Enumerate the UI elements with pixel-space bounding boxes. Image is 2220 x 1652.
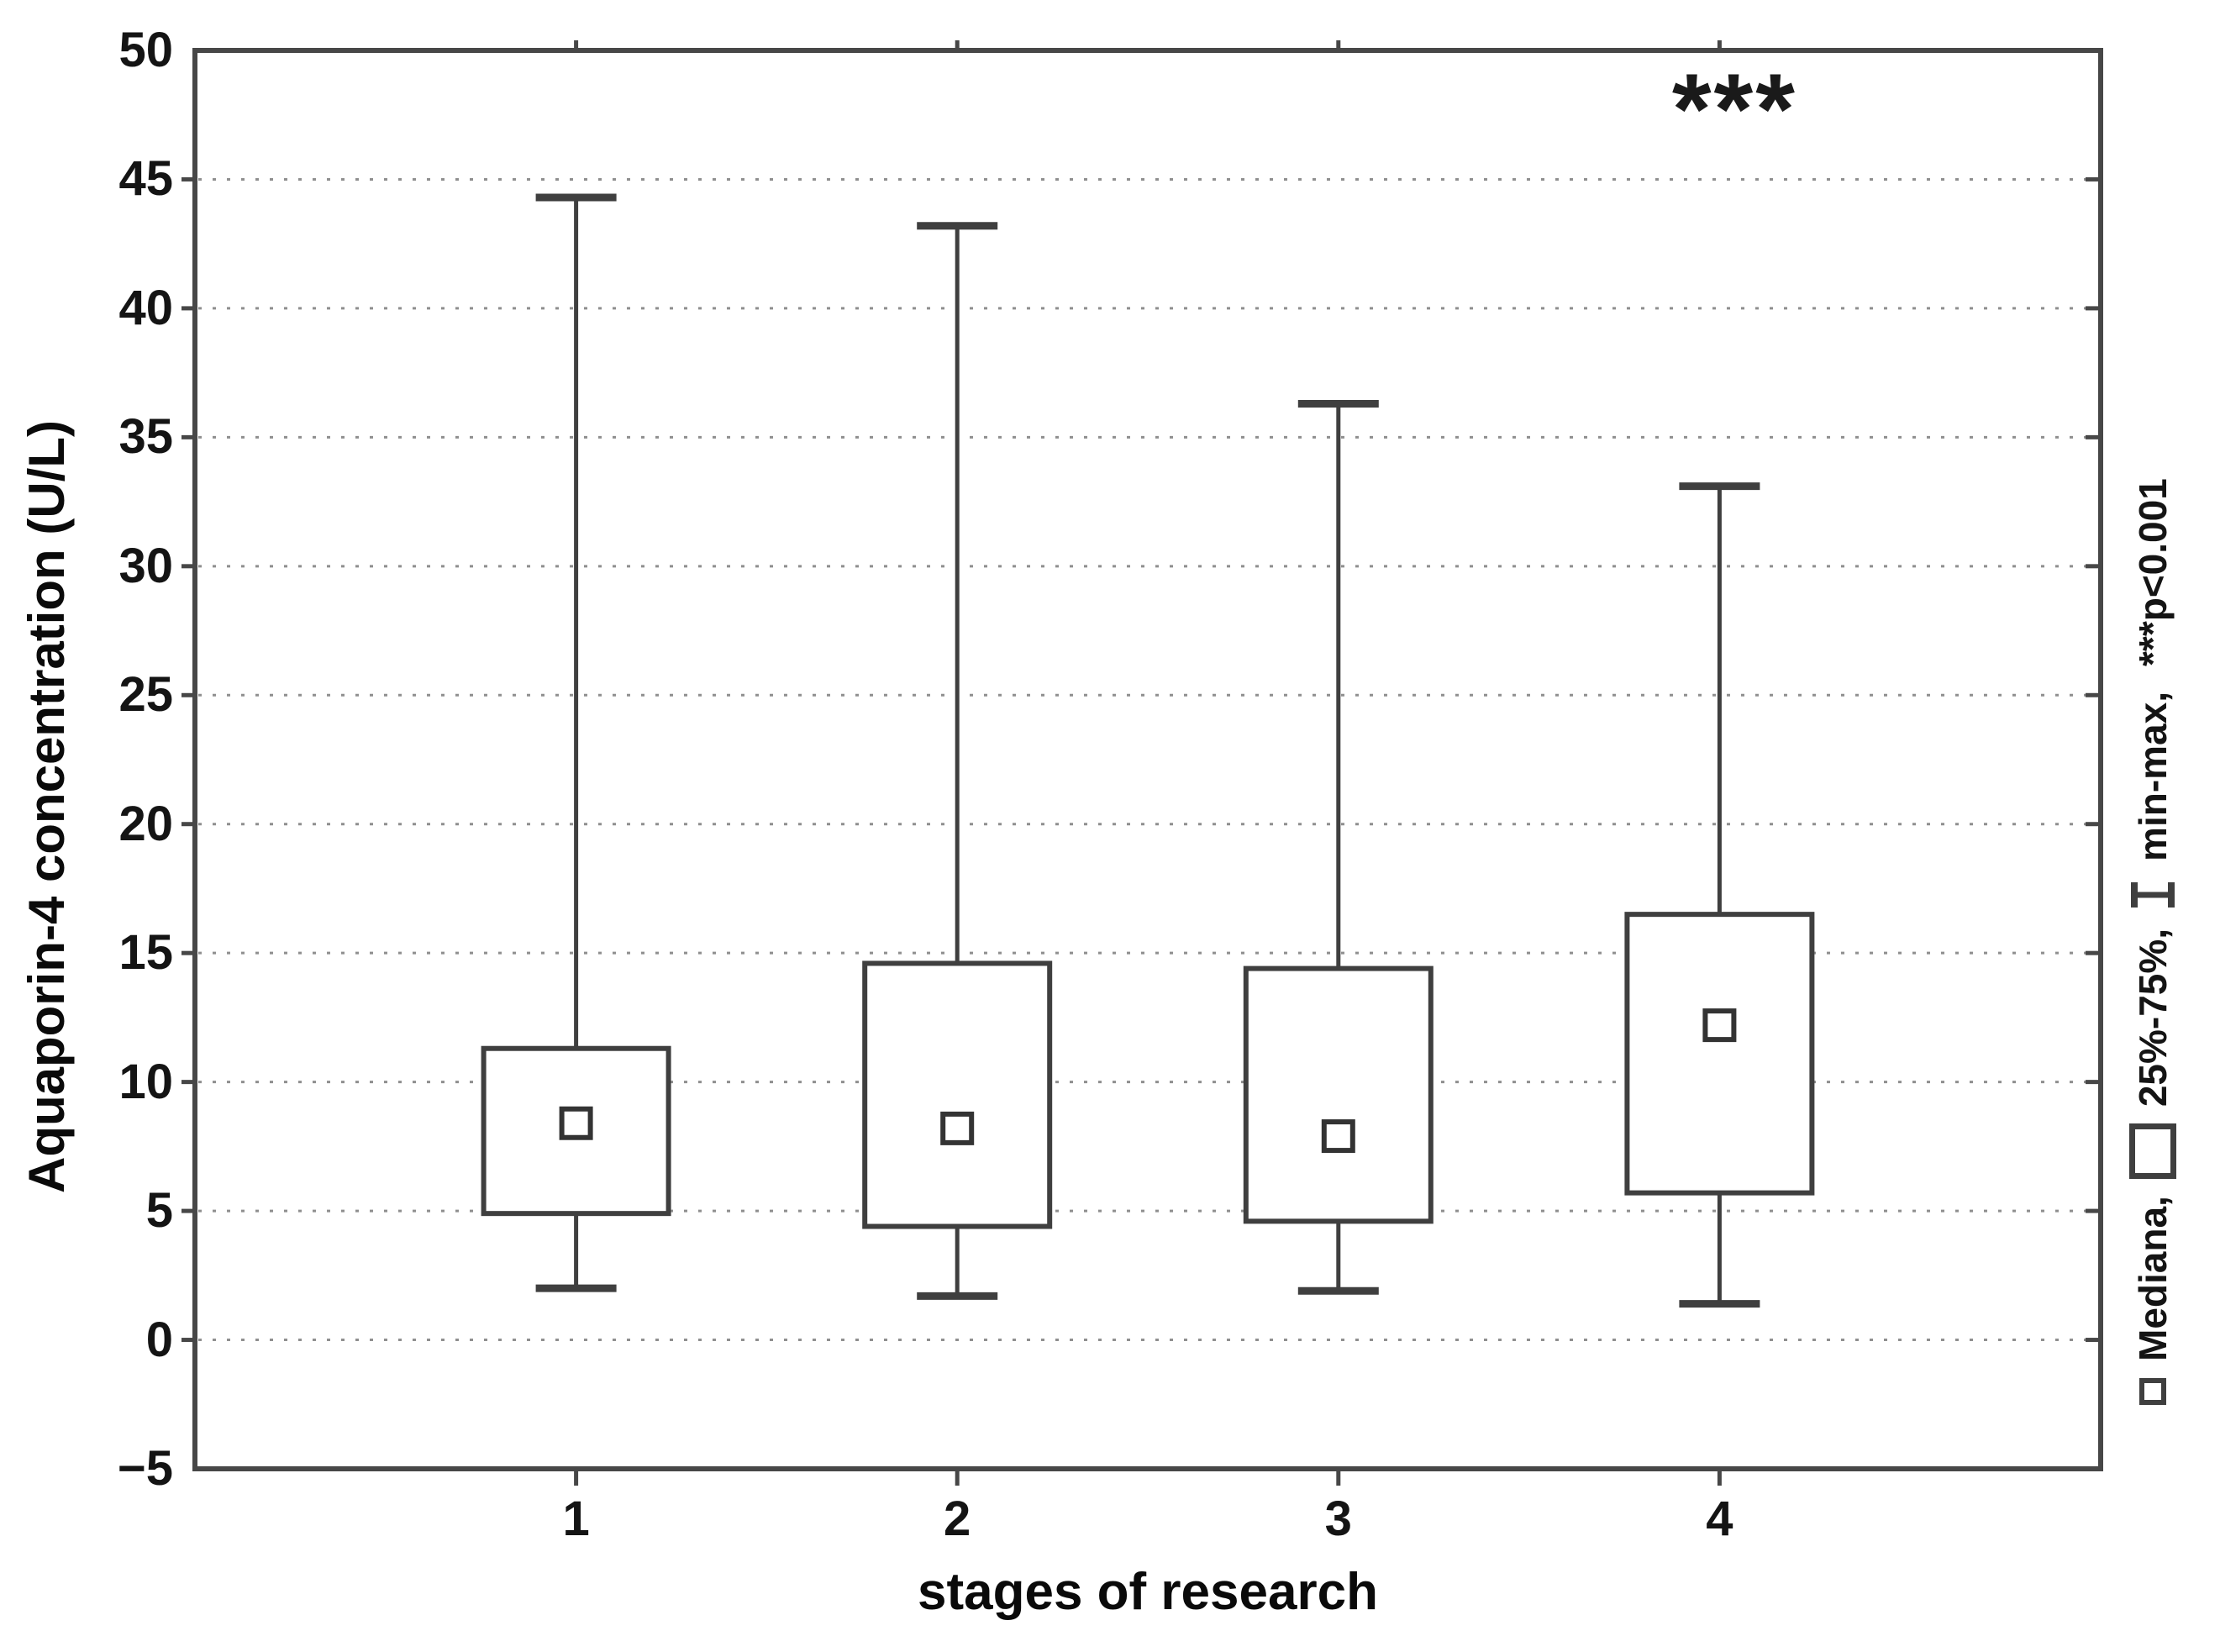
x-tick-label: 3 bbox=[1324, 1492, 1352, 1546]
iqr-box-icon bbox=[2129, 1123, 2176, 1180]
legend: Mediana, 25%-75%, min-max, ***p<0.001 bbox=[2129, 478, 2176, 1405]
iqr-box bbox=[1243, 965, 1434, 1224]
plot-border bbox=[192, 48, 2103, 1471]
y-tick-label: 50 bbox=[118, 23, 173, 77]
y-tick-label: 15 bbox=[118, 925, 173, 981]
y-tick-label: 0 bbox=[145, 1312, 173, 1367]
y-tick-label: 45 bbox=[118, 151, 173, 207]
legend-label-pvalue: ***p<0.001 bbox=[2131, 478, 2175, 666]
median-marker bbox=[1321, 1119, 1355, 1154]
x-tick-label: 1 bbox=[562, 1492, 590, 1546]
y-tick-label: 10 bbox=[118, 1054, 173, 1109]
legend-label-mediana: Mediana, bbox=[2131, 1196, 2175, 1361]
y-tick-label: 5 bbox=[145, 1183, 173, 1239]
x-tick-label: 2 bbox=[944, 1492, 971, 1546]
y-tick-label: 20 bbox=[118, 796, 173, 851]
minmax-whisker-icon bbox=[2131, 881, 2175, 908]
median-square-icon bbox=[2139, 1378, 2166, 1405]
iqr-box bbox=[1624, 912, 1815, 1196]
legend-label-iqr: 25%-75%, bbox=[2131, 928, 2175, 1107]
y-axis-title: Aquaporin-4 concentration (U/L) bbox=[18, 420, 75, 1193]
y-tick-label: 25 bbox=[118, 667, 173, 723]
median-marker bbox=[559, 1106, 593, 1140]
median-marker bbox=[1702, 1008, 1737, 1043]
x-tick-label: 4 bbox=[1706, 1492, 1733, 1546]
x-axis-title: stages of research bbox=[918, 1563, 1378, 1621]
significance-annotation: *** bbox=[1671, 53, 1797, 166]
y-tick-label: 40 bbox=[118, 280, 173, 335]
legend-label-minmax: min-max, bbox=[2131, 691, 2175, 861]
iqr-box bbox=[862, 960, 1053, 1229]
y-tick-label: 30 bbox=[118, 538, 173, 593]
median-marker bbox=[940, 1111, 975, 1145]
y-tick-label: 35 bbox=[118, 409, 173, 465]
y-tick-label: −5 bbox=[117, 1441, 173, 1496]
